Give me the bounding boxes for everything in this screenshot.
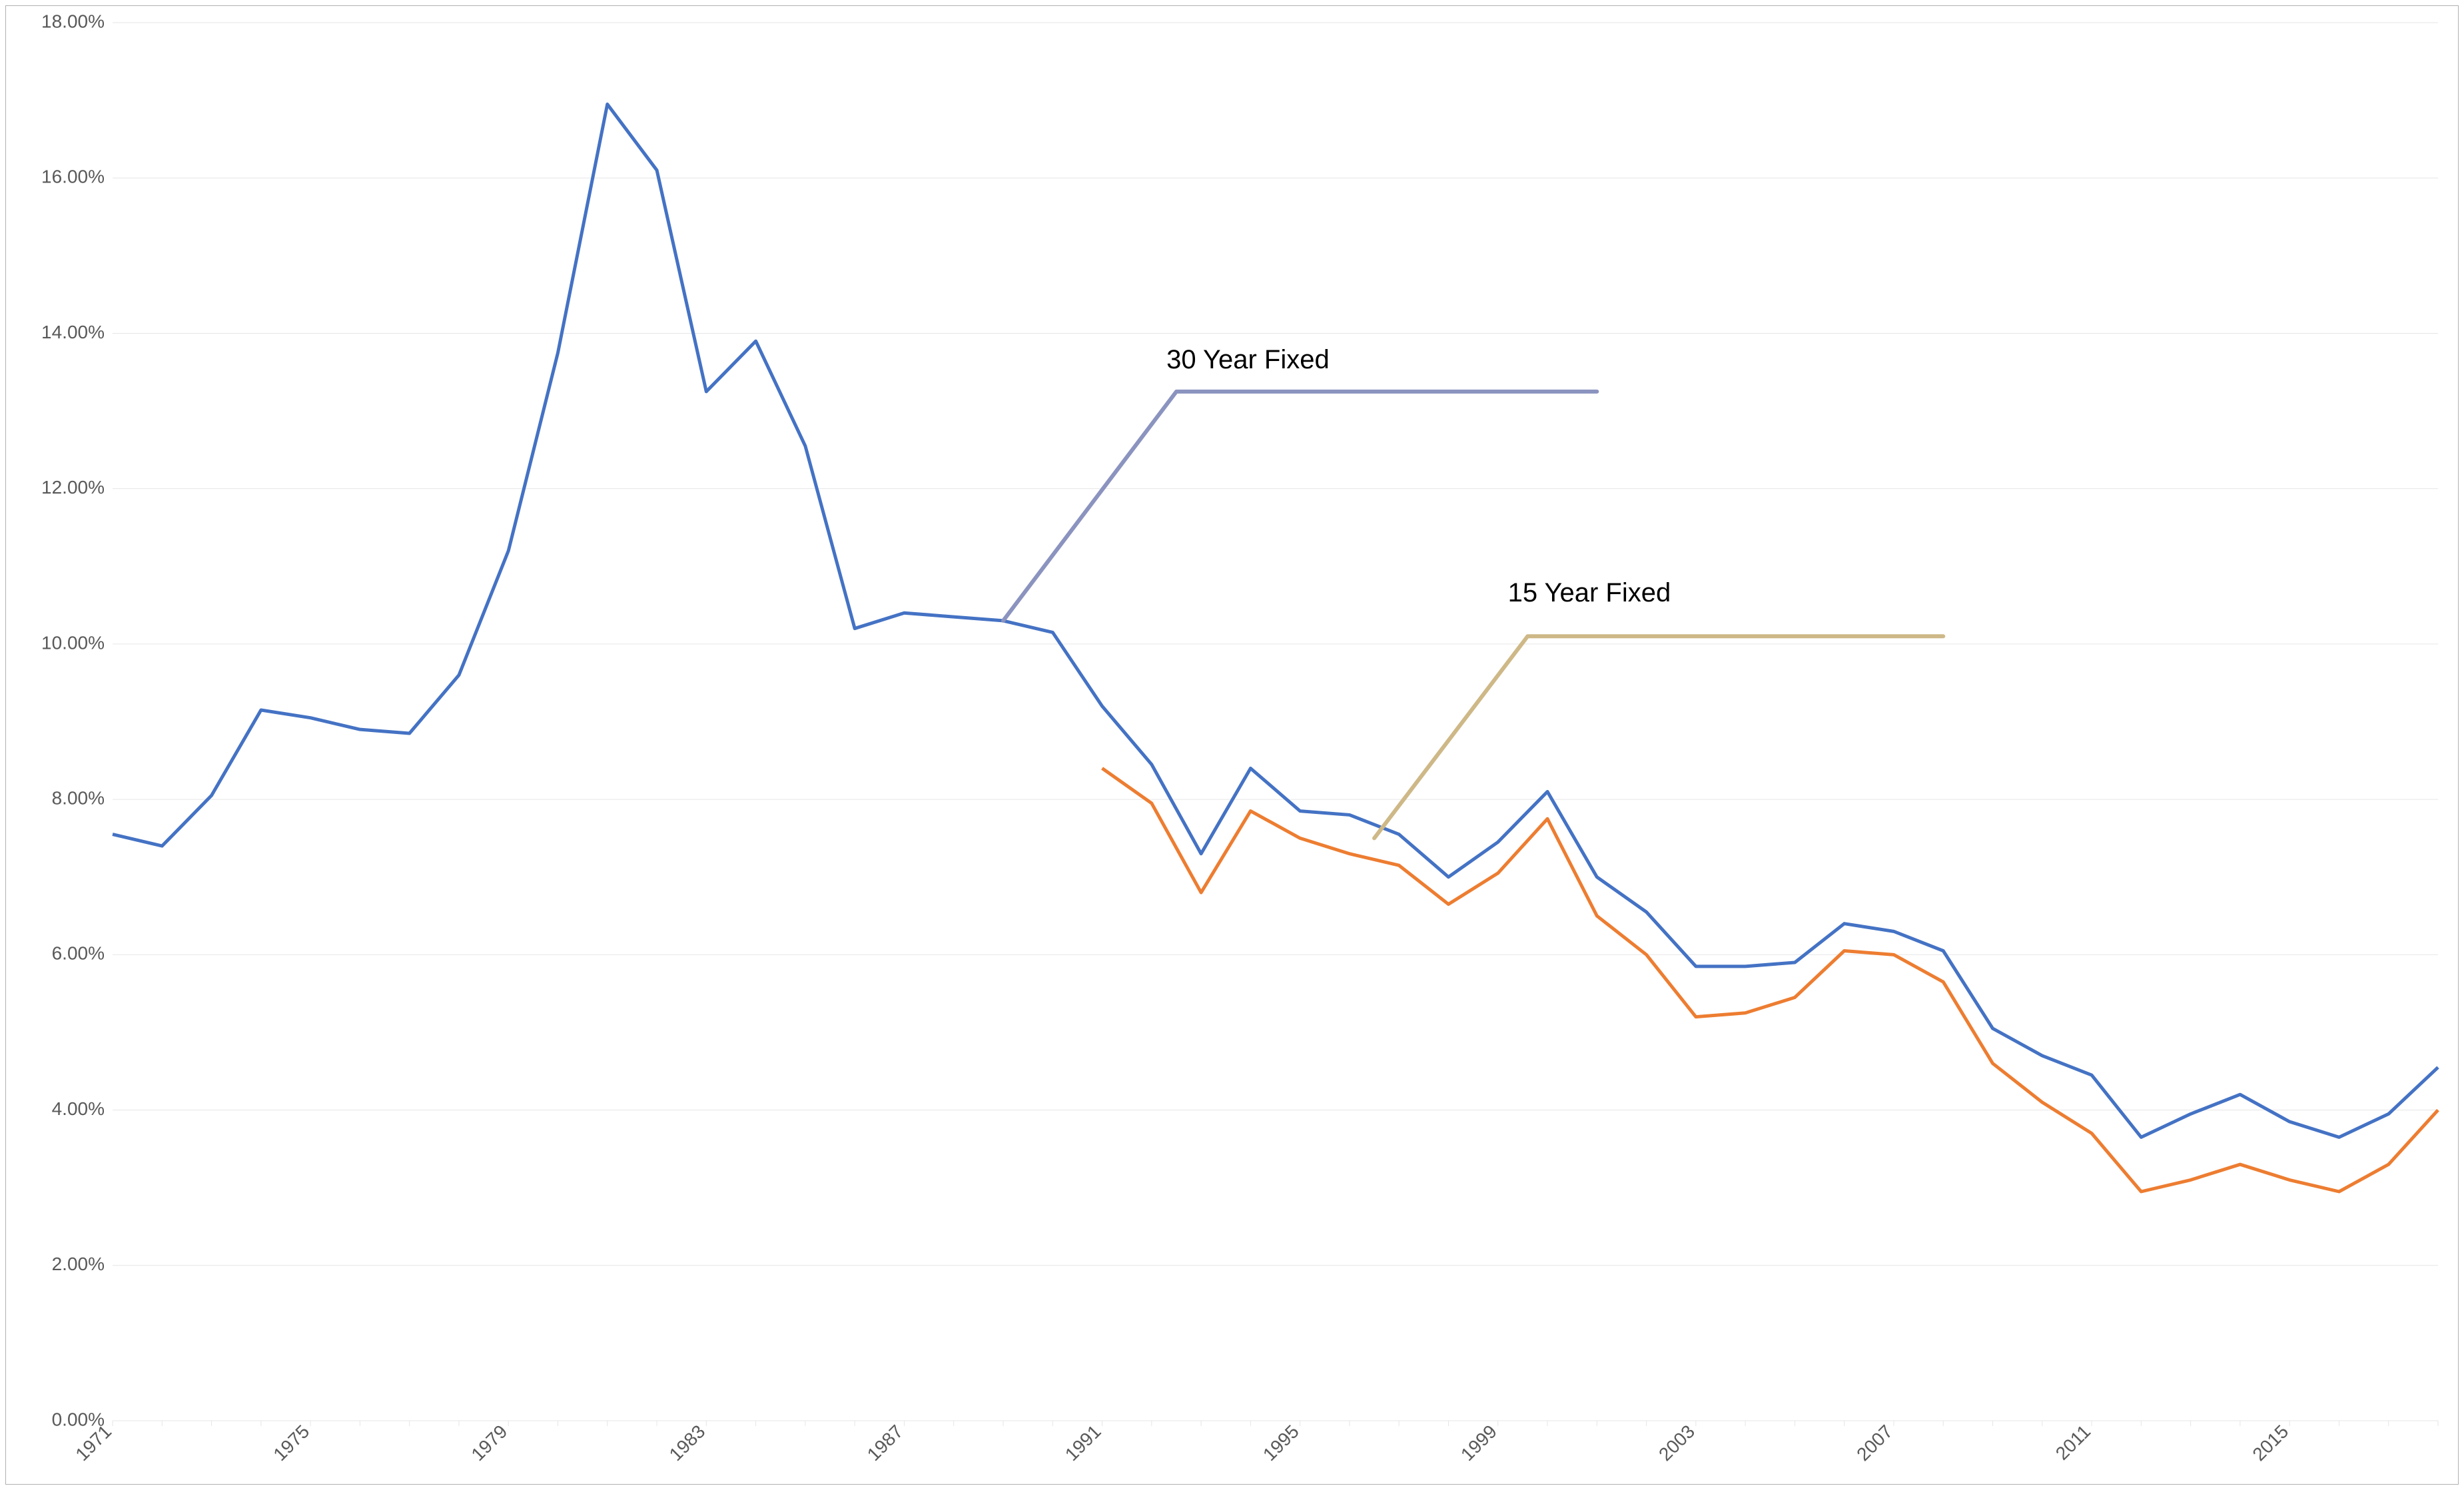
line-chart: 0.00%2.00%4.00%6.00%8.00%10.00%12.00%14.…	[5, 5, 2459, 1485]
x-tick-label: 1999	[1457, 1421, 1501, 1465]
x-tick-label: 1987	[863, 1421, 907, 1465]
x-tick-label: 1991	[1061, 1421, 1105, 1465]
x-tick-label: 2007	[1852, 1421, 1896, 1465]
y-tick-label: 14.00%	[41, 322, 105, 342]
annotation-label: 15 Year Fixed	[1508, 578, 1671, 607]
x-tick-label: 2003	[1655, 1421, 1699, 1465]
series-30-year-fixed	[113, 104, 2438, 1137]
annotation-label: 30 Year Fixed	[1166, 345, 1330, 374]
x-tick-label: 1995	[1259, 1421, 1303, 1465]
annotation-leader	[1374, 636, 1943, 838]
y-tick-label: 16.00%	[41, 167, 105, 187]
y-tick-label: 4.00%	[52, 1098, 105, 1119]
y-tick-label: 12.00%	[41, 477, 105, 498]
x-tick-label: 1979	[467, 1421, 511, 1465]
x-tick-label: 2011	[2052, 1421, 2095, 1464]
chart-container: 0.00%2.00%4.00%6.00%8.00%10.00%12.00%14.…	[0, 0, 2464, 1490]
x-tick-label: 1975	[269, 1421, 313, 1465]
series-15-year-fixed	[1102, 768, 2438, 1192]
y-tick-label: 10.00%	[41, 632, 105, 653]
y-tick-label: 8.00%	[52, 788, 105, 809]
y-tick-label: 6.00%	[52, 943, 105, 964]
x-tick-label: 1983	[665, 1421, 709, 1465]
x-tick-label: 2015	[2248, 1421, 2292, 1465]
chart-svg: 0.00%2.00%4.00%6.00%8.00%10.00%12.00%14.…	[6, 6, 2458, 1484]
y-tick-label: 18.00%	[41, 11, 105, 31]
y-tick-label: 2.00%	[52, 1254, 105, 1274]
